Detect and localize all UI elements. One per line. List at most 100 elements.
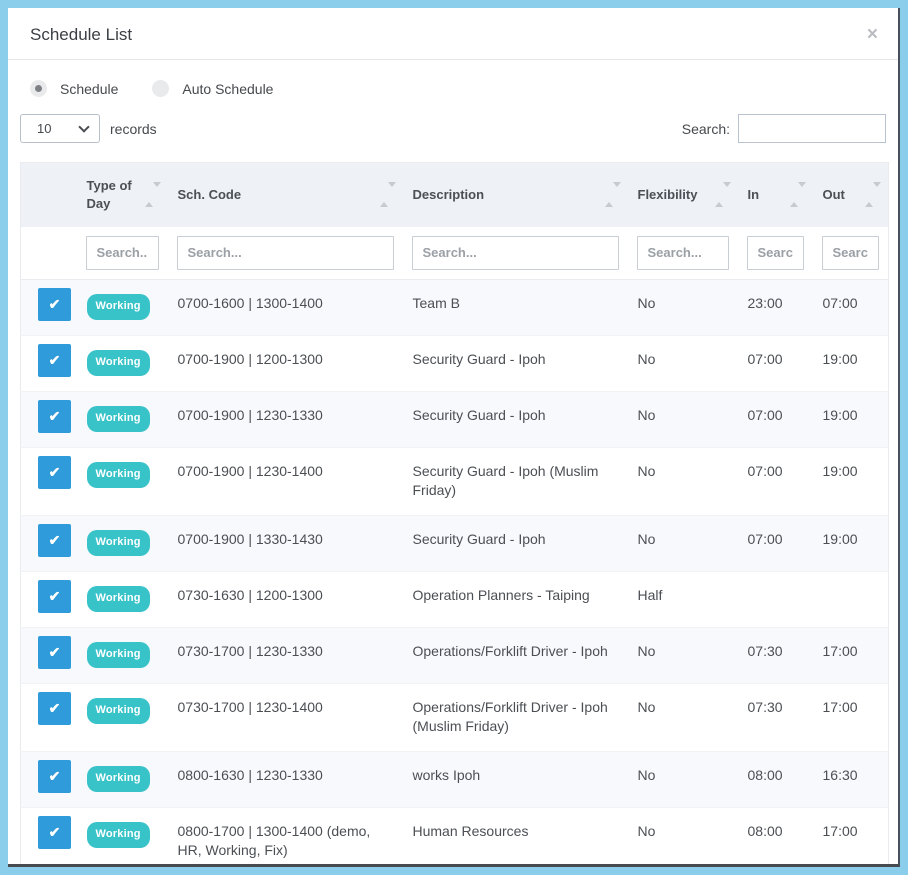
table-row: ✔ Working 0700-1600 | 1300-1400 Team B N… <box>20 279 889 335</box>
flexibility-cell: No <box>637 822 656 839</box>
out-cell: 07:00 <box>822 294 858 311</box>
radio-auto-schedule-label: Auto Schedule <box>182 80 274 97</box>
filter-sch-code-input[interactable] <box>176 235 394 270</box>
table-row: ✔ Working 0730-1630 | 1200-1300 Operatio… <box>20 571 889 627</box>
in-cell: 07:00 <box>747 406 783 423</box>
column-flexibility[interactable]: Flexibility <box>627 162 738 227</box>
filter-type-of-day-input[interactable] <box>85 235 159 270</box>
row-checkbox[interactable]: ✔ <box>38 343 71 377</box>
checkbox-cell: ✔ <box>21 279 77 335</box>
column-type-of-day[interactable]: Type of Day <box>76 162 168 227</box>
flexibility-cell: No <box>637 530 656 547</box>
records-per-page: 10 records <box>20 114 157 143</box>
column-out[interactable]: Out <box>812 162 889 227</box>
sort-icon[interactable] <box>144 181 161 207</box>
mode-selector: Schedule Auto Schedule <box>30 80 876 97</box>
in-cell: 07:00 <box>747 530 783 547</box>
radio-schedule[interactable]: Schedule <box>30 80 118 97</box>
radio-unselected-icon[interactable] <box>152 80 170 97</box>
radio-auto-schedule[interactable]: Auto Schedule <box>152 80 273 97</box>
description-cell: works Ipoh <box>412 766 481 783</box>
row-checkbox[interactable]: ✔ <box>38 691 71 725</box>
row-checkbox[interactable]: ✔ <box>38 759 71 793</box>
column-sch-code[interactable]: Sch. Code <box>167 162 403 227</box>
status-badge: Working <box>86 641 150 668</box>
sch-code-cell: 0800-1700 | 1300-1400 (demo, HR, Working… <box>177 822 371 858</box>
filter-out-cell <box>812 226 889 280</box>
check-icon: ✔ <box>48 295 61 312</box>
column-label: Flexibility <box>637 186 698 202</box>
filter-flexibility-input[interactable] <box>636 235 729 270</box>
flexibility-cell: Half <box>637 586 663 603</box>
status-badge: Working <box>86 585 150 612</box>
check-icon: ✔ <box>48 463 61 480</box>
description-cell: Operations/Forklift Driver - Ipoh (Musli… <box>412 698 608 734</box>
row-checkbox[interactable]: ✔ <box>38 399 71 433</box>
out-cell <box>813 571 889 627</box>
radio-selected-icon[interactable] <box>30 80 47 97</box>
row-checkbox[interactable]: ✔ <box>38 815 71 849</box>
table-row: ✔ Working 0700-1900 | 1230-1400 Security… <box>20 447 889 515</box>
filter-out-input[interactable] <box>821 235 879 270</box>
records-label: records <box>110 120 157 137</box>
type-of-day-cell: Working <box>77 627 168 683</box>
sort-icon[interactable] <box>714 181 731 207</box>
check-icon: ✔ <box>48 823 61 840</box>
check-icon: ✔ <box>48 643 61 660</box>
type-of-day-cell: Working <box>77 335 168 391</box>
column-description[interactable]: Description <box>402 162 628 227</box>
modal-header: Schedule List × <box>8 8 898 60</box>
close-icon[interactable]: × <box>866 24 878 45</box>
sch-code-cell: 0700-1900 | 1200-1300 <box>177 350 323 367</box>
checkbox-cell: ✔ <box>21 627 77 683</box>
sort-icon[interactable] <box>379 181 396 207</box>
sort-icon[interactable] <box>865 181 881 207</box>
global-search: Search: <box>682 114 886 143</box>
flexibility-cell: No <box>637 406 656 423</box>
sch-code-cell: 0700-1900 | 1230-1330 <box>177 406 323 423</box>
flexibility-cell: No <box>637 766 656 783</box>
page-title: Schedule List <box>30 25 133 44</box>
out-cell: 19:00 <box>822 530 858 547</box>
out-cell: 19:00 <box>822 350 858 367</box>
table-row: ✔ Working 0800-1700 | 1300-1400 (demo, H… <box>21 807 889 864</box>
table-controls: 10 records Search: <box>20 114 886 143</box>
modal-body: Schedule Auto Schedule 10 records <box>8 60 898 864</box>
column-label: Out <box>822 186 845 202</box>
out-cell: 17:00 <box>822 822 858 839</box>
in-cell: 08:00 <box>747 822 783 839</box>
row-checkbox[interactable]: ✔ <box>38 287 71 321</box>
description-cell: Operation Planners - Taiping <box>412 586 590 603</box>
sort-icon[interactable] <box>604 181 621 207</box>
description-cell: Team B <box>412 294 460 311</box>
checkbox-cell: ✔ <box>21 571 77 627</box>
sort-icon[interactable] <box>789 181 806 207</box>
type-of-day-cell: Working <box>77 391 168 447</box>
row-checkbox[interactable]: ✔ <box>38 455 71 489</box>
filter-in-input[interactable] <box>746 235 804 270</box>
row-checkbox[interactable]: ✔ <box>38 579 71 613</box>
records-select-wrap: 10 <box>20 114 100 143</box>
search-input[interactable] <box>738 114 886 143</box>
column-label: Description <box>412 186 485 202</box>
filter-description-cell <box>402 226 628 280</box>
filter-description-input[interactable] <box>411 235 619 270</box>
status-badge: Working <box>86 529 150 556</box>
type-of-day-cell: Working <box>77 683 168 751</box>
status-badge: Working <box>86 697 150 724</box>
table-row: ✔ Working 0700-1900 | 1230-1330 Security… <box>20 391 889 447</box>
row-checkbox[interactable]: ✔ <box>38 635 71 669</box>
sch-code-cell: 0800-1630 | 1230-1330 <box>177 766 323 783</box>
row-checkbox[interactable]: ✔ <box>38 523 71 557</box>
in-cell: 07:30 <box>747 698 783 715</box>
table-body: ✔ Working 0700-1600 | 1300-1400 Team B N… <box>20 279 889 864</box>
status-badge: Working <box>86 405 150 432</box>
flexibility-cell: No <box>637 294 656 311</box>
in-cell: 23:00 <box>747 294 783 311</box>
out-cell: 16:30 <box>822 766 858 783</box>
filter-empty-cell <box>20 226 77 280</box>
in-cell: 08:00 <box>747 766 783 783</box>
column-in[interactable]: In <box>737 162 813 227</box>
records-select[interactable]: 10 <box>20 114 100 143</box>
checkbox-cell: ✔ <box>21 807 77 864</box>
